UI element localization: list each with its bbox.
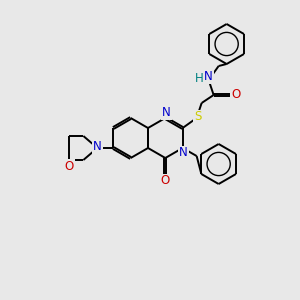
Text: O: O (231, 88, 240, 101)
Text: H: H (195, 71, 204, 85)
Text: N: N (93, 140, 102, 154)
Text: O: O (65, 160, 74, 172)
Text: O: O (161, 175, 170, 188)
Text: N: N (179, 146, 188, 160)
Text: N: N (162, 106, 171, 119)
Text: N: N (204, 70, 213, 83)
Text: S: S (194, 110, 201, 124)
